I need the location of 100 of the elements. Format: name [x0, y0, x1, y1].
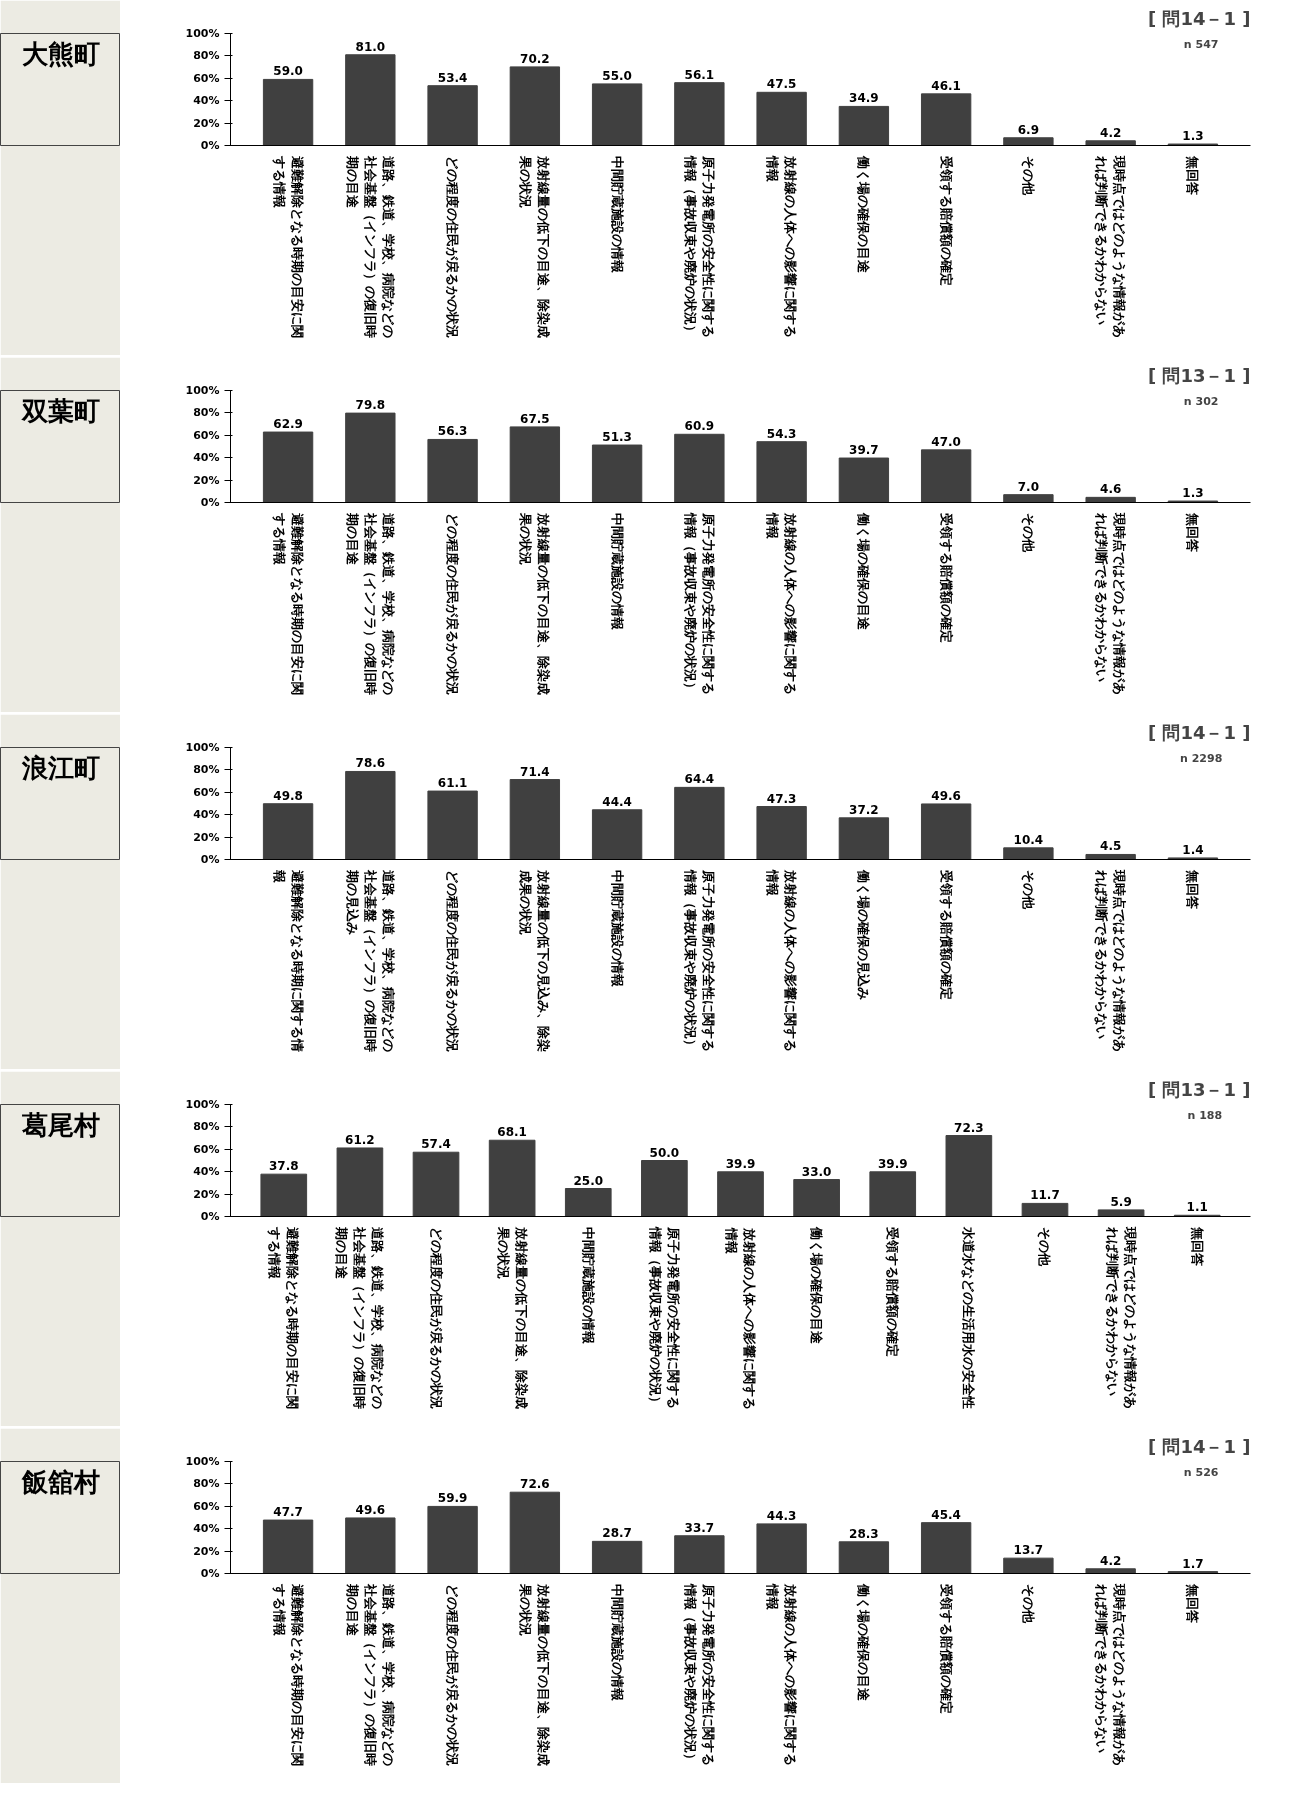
data-label: 72.3 — [954, 1120, 984, 1135]
x-tick-label: 避難解除となる時期の目安に関する情報 — [271, 1583, 305, 1767]
y-tick-label: 60% — [193, 428, 220, 442]
x-tick-label: 働く場の確保の目途 — [856, 512, 872, 632]
data-label: 4.2 — [1100, 1553, 1122, 1568]
x-tick-label: 無回答 — [1185, 1583, 1201, 1624]
data-label: 5.9 — [1110, 1194, 1132, 1209]
data-label: 39.9 — [725, 1156, 756, 1171]
data-label: 71.4 — [520, 764, 550, 779]
y-tick-label: 20% — [193, 1187, 220, 1201]
data-label: 59.0 — [273, 64, 303, 79]
y-tick-label: 0% — [200, 853, 220, 866]
annotation: n 2298 — [1180, 752, 1223, 766]
y-tick-label: 40% — [193, 1522, 220, 1536]
chart-title: 大熊町 — [21, 38, 100, 69]
x-tick-label: その他 — [1020, 513, 1036, 554]
y-tick-label: 100% — [185, 27, 220, 40]
x-tick-label: 放射線量の低下の目途、除染成果の状況 — [518, 155, 552, 339]
y-tick-label: 80% — [193, 763, 220, 777]
x-tick-label: どの程度の住民が戻るかの状況 — [428, 1227, 444, 1410]
data-label: 64.4 — [684, 772, 715, 787]
data-label: 1.7 — [1182, 1556, 1204, 1571]
x-tick-label: その他 — [1020, 1584, 1036, 1625]
x-tick-label: その他 — [1020, 156, 1036, 197]
x-tick-label: 避難解除となる時期の目安に関する情報 — [267, 1226, 301, 1410]
x-tick-label: 水道水などの生活用水の安全性 — [961, 1226, 977, 1410]
x-tick-label: 避難解除となる時期の目安に関する情報 — [271, 512, 305, 696]
y-tick-label: 80% — [193, 1120, 220, 1134]
y-tick-label: 20% — [193, 1544, 220, 1558]
data-label: 4.6 — [1100, 482, 1122, 497]
chart-title: 浪江町 — [20, 752, 100, 783]
data-label: 1.3 — [1182, 486, 1204, 501]
chart-subtitle: [ 問14－1 ] — [1147, 721, 1251, 743]
data-label: 62.9 — [273, 417, 303, 432]
x-tick-label: 避難解除となる時期に関する情報 — [271, 869, 305, 1053]
data-label: 47.7 — [273, 1505, 303, 1520]
y-tick-label: 0% — [200, 1210, 220, 1223]
x-tick-label: 中間貯蔵施設の情報 — [609, 156, 625, 275]
x-tick-label: 受領する賠償額の確定 — [938, 512, 954, 644]
x-tick-label: 無回答 — [1185, 512, 1201, 553]
data-label: 1.4 — [1182, 842, 1204, 857]
x-tick-label: 現時点ではどのような情報があれば判断できるかわからない — [1104, 1226, 1138, 1410]
x-tick-label: 道路、鉄道、学校、病院などの社会基盤（インフラ）の復旧時期の目途 — [334, 1226, 386, 1410]
data-label: 56.1 — [684, 67, 715, 82]
data-label: 51.3 — [602, 430, 632, 445]
chart-subtitle: [ 問13－1 ] — [1147, 364, 1251, 386]
x-tick-label: 現時点ではどのような情報があれば判断できるかわからない — [1094, 1583, 1128, 1767]
annotation: n 302 — [1183, 395, 1219, 409]
x-tick-label: 放射線の人体への影響に関する情報 — [765, 869, 799, 1053]
annotation: n 526 — [1183, 1466, 1219, 1480]
data-label: 37.8 — [268, 1159, 299, 1174]
x-tick-label: 働く場の確保の目途 — [809, 1226, 825, 1346]
y-tick-label: 100% — [185, 384, 220, 397]
y-tick-label: 60% — [193, 785, 220, 799]
y-tick-label: 40% — [193, 451, 220, 465]
x-tick-label: 現時点ではどのような情報があれば判断できるかわからない — [1094, 155, 1128, 339]
y-tick-label: 60% — [193, 1142, 220, 1156]
y-tick-label: 20% — [193, 116, 220, 130]
x-tick-label: 原子力発電所の安全性に関する情報（事故収束や廃炉の状況） — [682, 869, 716, 1053]
x-tick-label: その他 — [1037, 1227, 1053, 1268]
y-tick-label: 0% — [200, 496, 220, 509]
y-tick-label: 100% — [185, 741, 220, 754]
data-label: 34.9 — [849, 91, 879, 106]
x-tick-label: どの程度の住民が戻るかの状況 — [445, 156, 461, 339]
data-label: 61.1 — [437, 776, 468, 791]
x-tick-label: 現時点ではどのような情報があれば判断できるかわからない — [1094, 512, 1128, 696]
y-tick-label: 100% — [185, 1455, 220, 1468]
x-tick-label: 放射線の人体への影響に関する情報 — [765, 155, 799, 339]
data-label: 78.6 — [355, 756, 386, 771]
x-tick-label: 中間貯蔵施設の情報 — [580, 1227, 596, 1346]
data-label: 56.3 — [437, 424, 468, 439]
x-tick-label: 放射線量の低下の目途、除染成果の状況 — [495, 1226, 529, 1410]
x-tick-label: 働く場の確保の目途 — [856, 1583, 872, 1703]
data-label: 49.6 — [355, 1502, 386, 1517]
y-tick-label: 0% — [200, 1567, 220, 1580]
data-label: 6.9 — [1017, 122, 1040, 137]
data-label: 81.0 — [355, 39, 386, 54]
x-tick-label: 放射線量の低下の目途、除染成果の状況 — [518, 1583, 552, 1767]
y-tick-label: 20% — [193, 830, 220, 844]
x-tick-label: 無回答 — [1185, 869, 1201, 910]
data-label: 70.2 — [520, 51, 550, 66]
data-label: 1.3 — [1182, 129, 1204, 144]
data-label: 72.6 — [520, 1477, 550, 1492]
data-label: 60.9 — [684, 419, 715, 434]
data-label: 79.8 — [355, 398, 386, 413]
data-label: 54.3 — [766, 426, 797, 441]
x-tick-label: 働く場の確保の見込み — [856, 869, 872, 1001]
y-tick-label: 60% — [193, 1499, 220, 1513]
x-tick-label: 道路、鉄道、学校、病院などの社会基盤（インフラ）の復旧時期の見込み — [344, 869, 396, 1053]
data-label: 37.2 — [849, 802, 879, 817]
data-label: 39.7 — [849, 443, 879, 458]
x-tick-label: 中間貯蔵施設の情報 — [609, 513, 625, 632]
x-tick-label: どの程度の住民が戻るかの状況 — [445, 870, 461, 1053]
x-tick-label: 原子力発電所の安全性に関する情報（事故収束や廃炉の状況） — [647, 1226, 681, 1410]
data-label: 25.0 — [573, 1173, 604, 1188]
x-tick-label: 無回答 — [1189, 1226, 1205, 1267]
annotation: n 547 — [1183, 38, 1219, 52]
x-tick-label: 道路、鉄道、学校、病院などの社会基盤（インフラ）の復旧時期の目途 — [344, 512, 396, 696]
x-tick-label: 道路、鉄道、学校、病院などの社会基盤（インフラ）の復旧時期の目途 — [344, 155, 396, 339]
data-label: 49.8 — [273, 788, 303, 803]
